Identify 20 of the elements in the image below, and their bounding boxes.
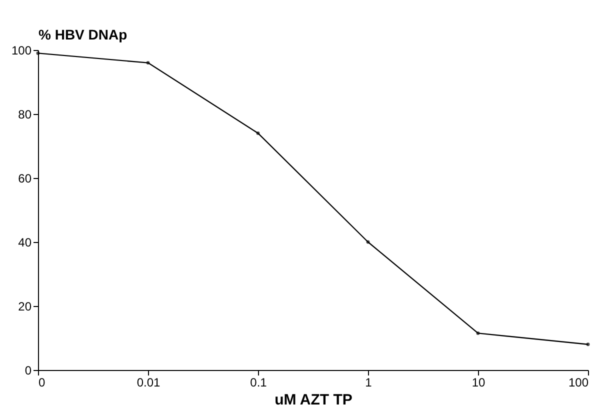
- y-tick-label: 100: [11, 44, 32, 58]
- point: [256, 131, 260, 135]
- point: [36, 51, 40, 55]
- y-tick-label: 20: [18, 300, 32, 314]
- y-tick-label: 60: [18, 172, 32, 186]
- y-tick-label: 40: [18, 236, 32, 250]
- x-tick-label: 10: [472, 376, 486, 390]
- point: [476, 331, 480, 335]
- x-tick-label: 0: [38, 376, 46, 390]
- y-tick-label: 80: [18, 108, 32, 122]
- x-tick-label: 100: [568, 376, 589, 390]
- point: [586, 342, 590, 346]
- x-axis-title: uM AZT TP: [274, 392, 352, 407]
- y-axis-title: % HBV DNAp: [38, 26, 128, 42]
- x-tick-label: 0.1: [250, 376, 268, 390]
- y-tick-label: 0: [24, 364, 32, 378]
- point: [146, 61, 150, 65]
- x-tick-label: 0.01: [136, 376, 160, 390]
- point: [366, 240, 370, 244]
- x-tick-label: 1: [365, 376, 372, 390]
